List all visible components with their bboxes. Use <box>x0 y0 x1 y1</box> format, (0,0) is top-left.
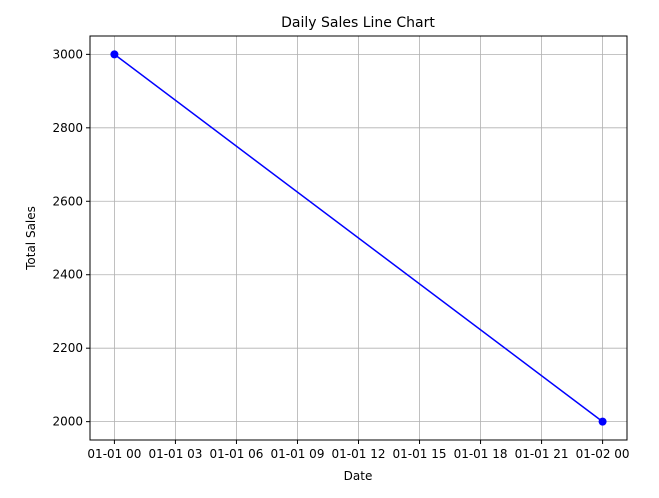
x-axis-label: Date <box>344 469 373 483</box>
y-tick-label: 2800 <box>52 121 83 135</box>
y-tick-label: 2200 <box>52 341 83 355</box>
y-axis-label: Total Sales <box>24 206 38 271</box>
y-tick-label: 2600 <box>52 194 83 208</box>
x-tick-label: 01-01 12 <box>332 447 386 461</box>
data-point <box>598 417 607 426</box>
y-tick-label: 3000 <box>52 47 83 61</box>
x-tick-label: 01-01 00 <box>87 447 141 461</box>
x-tick-label: 01-01 21 <box>515 447 569 461</box>
x-tick-label: 01-01 09 <box>271 447 325 461</box>
plot-frame <box>89 35 628 441</box>
chart-title: Daily Sales Line Chart <box>281 15 435 31</box>
x-tick-label: 01-01 06 <box>209 447 263 461</box>
y-tick-label: 2000 <box>52 415 83 429</box>
data-point <box>110 50 119 59</box>
x-tick-label: 01-01 15 <box>393 447 447 461</box>
x-tick-label: 01-02 00 <box>576 447 630 461</box>
series-line <box>113 53 604 423</box>
x-tick-label: 01-01 18 <box>454 447 508 461</box>
x-tick-label: 01-01 03 <box>148 447 202 461</box>
y-tick-label: 2400 <box>52 268 83 282</box>
